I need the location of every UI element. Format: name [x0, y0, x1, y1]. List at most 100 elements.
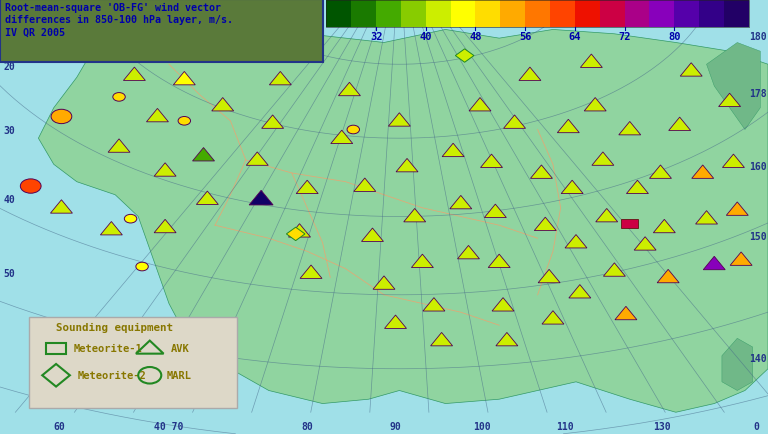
- Polygon shape: [654, 220, 675, 233]
- Polygon shape: [727, 203, 748, 216]
- Polygon shape: [197, 192, 218, 205]
- Text: 100: 100: [474, 421, 491, 431]
- Text: 90: 90: [389, 421, 402, 431]
- Polygon shape: [331, 131, 353, 144]
- Polygon shape: [596, 209, 617, 222]
- Text: 48: 48: [469, 32, 482, 42]
- Text: 56: 56: [519, 32, 531, 42]
- Polygon shape: [696, 211, 717, 224]
- Polygon shape: [51, 201, 72, 214]
- Bar: [600, 1, 624, 28]
- Text: Sounding equipment: Sounding equipment: [56, 322, 173, 332]
- Polygon shape: [569, 285, 591, 298]
- Ellipse shape: [136, 263, 148, 271]
- Bar: [401, 1, 425, 28]
- Ellipse shape: [124, 215, 137, 224]
- Polygon shape: [535, 218, 556, 231]
- Polygon shape: [300, 266, 322, 279]
- Polygon shape: [581, 55, 602, 68]
- Polygon shape: [431, 333, 452, 346]
- Polygon shape: [373, 276, 395, 289]
- Text: 140: 140: [749, 353, 766, 363]
- Text: 180: 180: [749, 32, 766, 42]
- Polygon shape: [519, 68, 541, 81]
- Text: 178: 178: [749, 89, 766, 98]
- Polygon shape: [404, 209, 425, 222]
- Polygon shape: [412, 255, 433, 268]
- Polygon shape: [262, 116, 283, 129]
- Polygon shape: [565, 235, 587, 248]
- Polygon shape: [634, 237, 656, 250]
- Bar: [376, 1, 401, 28]
- Polygon shape: [492, 298, 514, 311]
- Polygon shape: [289, 224, 310, 237]
- Polygon shape: [496, 333, 518, 346]
- Ellipse shape: [347, 126, 359, 135]
- Ellipse shape: [20, 180, 41, 194]
- Bar: [46, 344, 66, 354]
- Text: Root-mean-square 'OB-FG' wind vector: Root-mean-square 'OB-FG' wind vector: [5, 3, 220, 13]
- Polygon shape: [286, 228, 305, 241]
- Polygon shape: [270, 72, 291, 85]
- Bar: [326, 1, 749, 28]
- Polygon shape: [174, 72, 195, 85]
- Polygon shape: [124, 68, 145, 81]
- Text: 50: 50: [4, 269, 15, 278]
- Polygon shape: [385, 316, 406, 329]
- Polygon shape: [619, 122, 641, 135]
- Polygon shape: [531, 166, 552, 179]
- Bar: [0, 0, 323, 63]
- Polygon shape: [154, 220, 176, 233]
- Polygon shape: [389, 114, 410, 127]
- Text: 130: 130: [654, 421, 670, 431]
- Bar: [575, 1, 600, 28]
- Bar: [525, 1, 550, 28]
- Polygon shape: [101, 222, 122, 235]
- Text: AVK: AVK: [171, 344, 190, 354]
- Bar: [425, 1, 451, 28]
- Polygon shape: [719, 94, 740, 107]
- Polygon shape: [723, 155, 744, 168]
- Text: 160: 160: [749, 162, 766, 172]
- Bar: [650, 1, 674, 28]
- Text: 64: 64: [568, 32, 581, 42]
- Bar: [451, 1, 475, 28]
- Text: 40: 40: [419, 32, 432, 42]
- Polygon shape: [692, 166, 713, 179]
- Polygon shape: [458, 246, 479, 259]
- Text: Meteorite-1: Meteorite-1: [74, 344, 143, 354]
- Text: IV QR 2005: IV QR 2005: [5, 27, 65, 37]
- Polygon shape: [707, 43, 760, 130]
- Polygon shape: [154, 164, 176, 177]
- Bar: [624, 1, 650, 28]
- Polygon shape: [481, 155, 502, 168]
- Bar: [475, 1, 500, 28]
- Polygon shape: [193, 148, 214, 161]
- Polygon shape: [247, 153, 268, 166]
- Polygon shape: [362, 229, 383, 242]
- Polygon shape: [147, 109, 168, 122]
- Polygon shape: [354, 179, 376, 192]
- Polygon shape: [558, 120, 579, 133]
- Polygon shape: [450, 196, 472, 209]
- Polygon shape: [703, 257, 725, 270]
- Polygon shape: [77, 4, 307, 43]
- Polygon shape: [38, 22, 768, 412]
- Polygon shape: [722, 339, 753, 391]
- Polygon shape: [680, 64, 702, 77]
- Text: 72: 72: [618, 32, 631, 42]
- Polygon shape: [339, 83, 360, 96]
- Text: 110: 110: [556, 421, 573, 431]
- Polygon shape: [615, 307, 637, 320]
- Text: 0: 0: [753, 421, 760, 431]
- Polygon shape: [108, 140, 130, 153]
- Polygon shape: [423, 298, 445, 311]
- Bar: [724, 1, 749, 28]
- Text: MARL: MARL: [167, 371, 192, 380]
- Polygon shape: [488, 255, 510, 268]
- Text: 150: 150: [749, 232, 766, 241]
- Polygon shape: [469, 99, 491, 112]
- Polygon shape: [542, 311, 564, 324]
- Polygon shape: [296, 181, 318, 194]
- Polygon shape: [455, 50, 474, 63]
